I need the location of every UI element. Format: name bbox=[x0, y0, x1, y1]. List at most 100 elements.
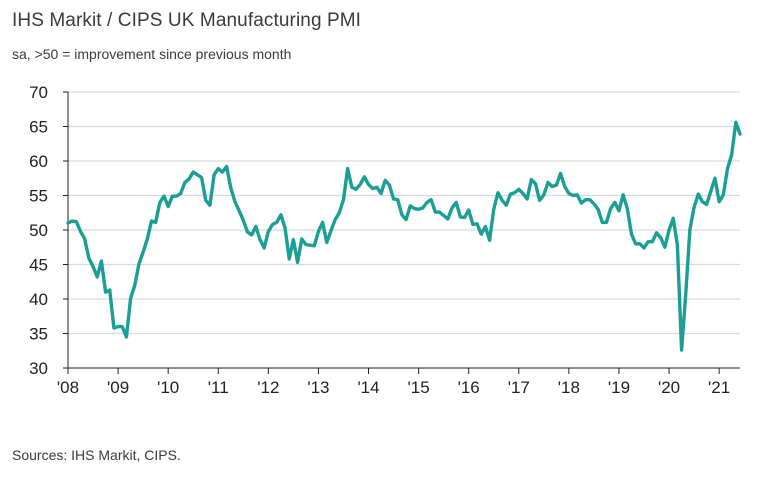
data-point-2013-01 bbox=[317, 230, 320, 233]
data-point-2012-02 bbox=[271, 223, 274, 226]
data-point-2011-11 bbox=[258, 238, 261, 241]
data-point-2019-06 bbox=[638, 242, 641, 245]
series-layer bbox=[66, 120, 742, 352]
data-point-2014-07 bbox=[392, 197, 395, 200]
data-point-2019-09 bbox=[651, 240, 654, 243]
x-tick-label-11: '19 bbox=[608, 378, 630, 397]
x-tick-label-9: '17 bbox=[508, 378, 530, 397]
y-tick-label-50: 50 bbox=[29, 221, 48, 240]
data-point-2018-03 bbox=[576, 193, 579, 196]
data-point-2008-12 bbox=[112, 326, 115, 329]
data-point-2012-06 bbox=[288, 257, 291, 260]
data-point-2012-09 bbox=[300, 237, 303, 240]
data-point-2016-01 bbox=[467, 208, 470, 211]
data-point-2011-08 bbox=[246, 230, 249, 233]
data-point-2016-03 bbox=[475, 222, 478, 225]
data-point-2008-04 bbox=[79, 230, 82, 233]
data-point-2019-11 bbox=[659, 236, 662, 239]
x-tick-label-3: '11 bbox=[208, 378, 229, 397]
data-point-2020-07 bbox=[692, 206, 695, 209]
series-line-pmi bbox=[66, 120, 742, 352]
x-tick-label-6: '14 bbox=[357, 378, 379, 397]
data-point-2020-06 bbox=[688, 228, 691, 231]
y-tick-label-60: 60 bbox=[29, 152, 48, 171]
x-tick-label-4: '12 bbox=[257, 378, 279, 397]
data-point-2013-07 bbox=[342, 198, 345, 201]
data-point-2008-05 bbox=[83, 237, 86, 240]
data-point-2014-05 bbox=[384, 179, 387, 182]
data-point-2010-10 bbox=[204, 199, 207, 202]
chart-title: IHS Markit / CIPS UK Manufacturing PMI bbox=[12, 10, 362, 31]
gridlines bbox=[68, 91, 740, 335]
data-point-2015-10 bbox=[455, 201, 458, 204]
data-point-2011-09 bbox=[250, 233, 253, 236]
data-point-2011-07 bbox=[242, 219, 245, 222]
data-point-2008-08 bbox=[96, 275, 99, 278]
data-point-2015-05 bbox=[434, 210, 437, 213]
data-point-2016-02 bbox=[471, 223, 474, 226]
data-point-2013-05 bbox=[334, 218, 337, 221]
data-point-2009-10 bbox=[154, 221, 157, 224]
data-point-2018-05 bbox=[584, 198, 587, 201]
data-point-2008-01 bbox=[66, 222, 69, 225]
x-tick-label-10: '18 bbox=[558, 378, 580, 397]
data-point-2012-05 bbox=[283, 226, 286, 229]
data-point-2010-01 bbox=[167, 205, 170, 208]
data-point-2015-04 bbox=[430, 198, 433, 201]
data-point-2009-02 bbox=[121, 325, 124, 328]
data-point-2014-12 bbox=[413, 207, 416, 210]
data-point-2009-07 bbox=[142, 250, 145, 253]
data-point-2013-02 bbox=[321, 221, 324, 224]
data-point-2008-11 bbox=[108, 288, 111, 291]
data-point-2011-10 bbox=[254, 225, 257, 228]
data-point-2018-02 bbox=[571, 194, 574, 197]
data-point-2009-11 bbox=[158, 201, 161, 204]
data-point-2014-08 bbox=[396, 198, 399, 201]
data-point-2012-08 bbox=[296, 261, 299, 264]
data-point-2019-12 bbox=[663, 246, 666, 249]
data-point-2014-10 bbox=[404, 218, 407, 221]
tick-labels: 30 35 40 45 50 55 60 65 70 '08 '09 '10 '11 '12 '13 '14 '… bbox=[29, 83, 730, 397]
data-point-2008-03 bbox=[75, 220, 78, 223]
data-point-2020-05 bbox=[684, 293, 687, 296]
data-point-2012-12 bbox=[313, 244, 316, 247]
source-note: Sources: IHS Markit, CIPS. bbox=[12, 447, 181, 463]
y-tick-label-65: 65 bbox=[29, 118, 48, 137]
data-point-2021-06 bbox=[738, 132, 741, 135]
data-point-2021-05 bbox=[734, 121, 737, 124]
data-point-2014-09 bbox=[400, 213, 403, 216]
data-point-2021-04 bbox=[730, 153, 733, 156]
data-point-2019-10 bbox=[655, 231, 658, 234]
data-point-2011-12 bbox=[263, 246, 266, 249]
data-point-2019-01 bbox=[617, 209, 620, 212]
data-point-2017-06 bbox=[538, 199, 541, 202]
y-tick-label-70: 70 bbox=[29, 83, 48, 102]
data-point-2015-03 bbox=[425, 201, 428, 204]
data-point-2011-01 bbox=[217, 167, 220, 170]
data-point-2009-05 bbox=[133, 284, 136, 287]
data-point-2017-10 bbox=[555, 184, 558, 187]
data-point-2010-02 bbox=[171, 195, 174, 198]
data-point-2013-04 bbox=[329, 229, 332, 232]
y-tick-label-55: 55 bbox=[29, 187, 48, 206]
data-point-2021-03 bbox=[726, 167, 729, 170]
data-point-2016-08 bbox=[496, 191, 499, 194]
x-tick-label-12: '20 bbox=[658, 378, 680, 397]
x-tick-label-0: '08 bbox=[57, 378, 79, 397]
data-point-2013-09 bbox=[350, 186, 353, 189]
data-point-2015-06 bbox=[438, 210, 441, 213]
data-point-2020-09 bbox=[701, 200, 704, 203]
y-tick-label-40: 40 bbox=[29, 290, 48, 309]
data-point-2020-03 bbox=[676, 244, 679, 247]
data-point-2009-12 bbox=[162, 195, 165, 198]
data-point-2014-06 bbox=[388, 184, 391, 187]
x-tick-label-5: '13 bbox=[307, 378, 329, 397]
data-point-2008-10 bbox=[104, 291, 107, 294]
data-point-2011-04 bbox=[229, 186, 232, 189]
data-point-2016-12 bbox=[513, 191, 516, 194]
data-point-2008-02 bbox=[71, 219, 74, 222]
x-tick-label-7: '15 bbox=[408, 378, 430, 397]
data-point-2010-12 bbox=[212, 173, 215, 176]
data-point-2016-06 bbox=[488, 239, 491, 242]
